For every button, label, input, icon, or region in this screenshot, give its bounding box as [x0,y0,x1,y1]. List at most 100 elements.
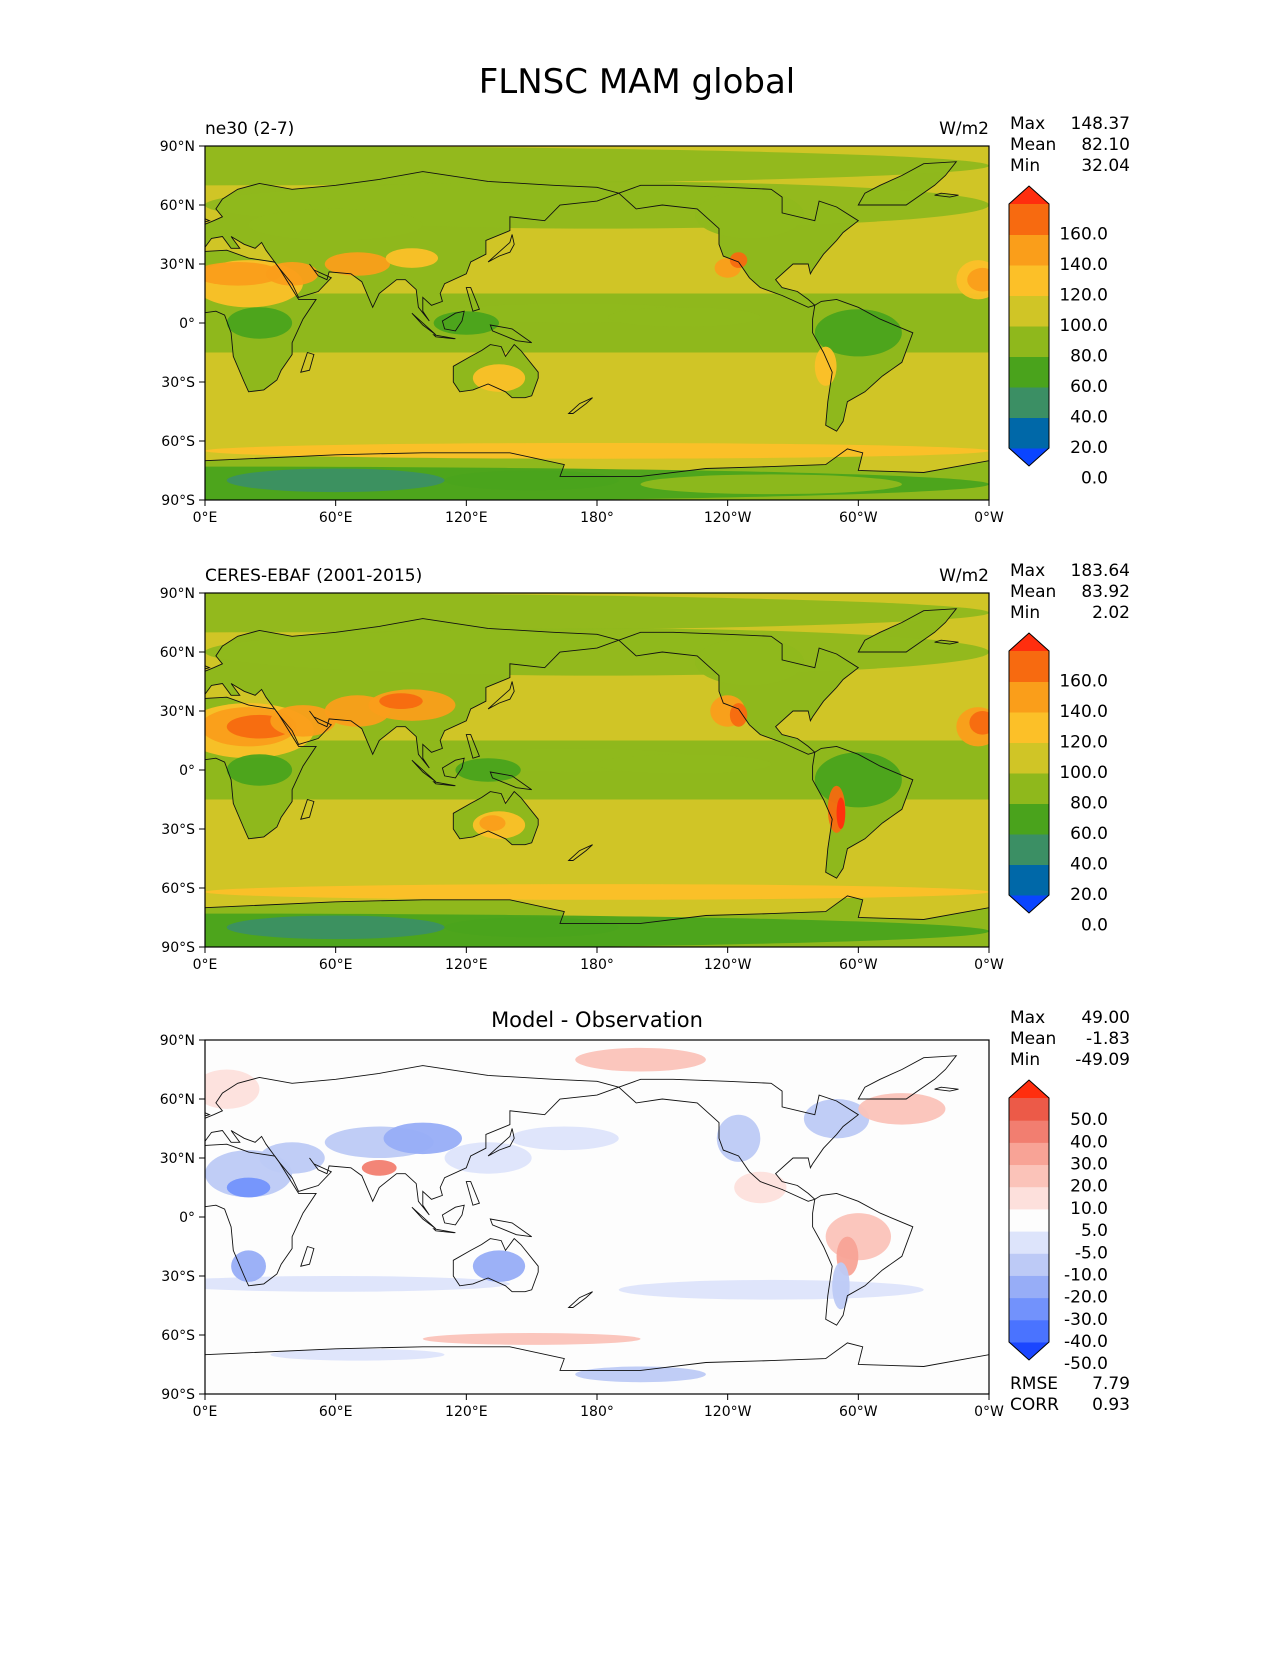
y-tick-label: 30°S [161,1269,195,1285]
map-panel-3: 90°N 60°N 30°N 0° 30°S 60°S 90°S0°E 60°E 120°E 18… [160,1008,1130,1420]
coastline [489,324,532,344]
continent-fill [618,185,859,308]
stat-value: 82.10 [1081,135,1130,155]
y-tick-label: 60°N [160,198,195,214]
x-tick-label: 180° [580,1404,614,1420]
coastline [465,287,481,312]
colorbar-label: 40.0 [1070,855,1108,875]
units-label: W/m2 [939,119,989,139]
contour-region [383,1122,462,1155]
contour-region [695,191,804,239]
colorbar-segment [1009,387,1049,418]
coastline [812,1192,914,1326]
contour-region [226,1177,271,1198]
colorbar-segment [1009,712,1049,743]
colorbar-label: -30.0 [1064,1310,1108,1330]
x-tick-label: 120°W [704,510,752,526]
contour-region [226,307,293,339]
y-tick-label: 30°N [160,704,195,720]
y-tick-label: 0° [179,763,195,779]
x-tick-label: 120°W [704,957,752,973]
x-tick-label: 0°E [193,1404,218,1420]
colorbar-segment [1009,1231,1049,1254]
contour-region [433,311,500,335]
colorbar-label: 120.0 [1059,733,1108,753]
panel-title: ne30 (2-7) [205,119,294,139]
stat-label: Max [1010,114,1045,134]
colorbar-outline [1008,632,1050,914]
colorbar-label: 20.0 [1070,438,1108,458]
stat-label: Mean [1010,1029,1056,1049]
coastline [432,1228,456,1234]
coastline [489,1218,532,1238]
y-tick-label: 90°N [160,586,195,602]
contour-region [836,797,846,829]
map-plot-area [205,146,989,500]
contour-region [270,1348,445,1361]
coastline [205,665,211,670]
y-tick-label: 0° [179,316,195,332]
colorbar-segment [1009,651,1049,682]
map-plot-area [205,593,989,947]
colorbar-label: -10.0 [1064,1265,1108,1285]
contour-region [259,1142,325,1174]
colorbar-segment [1009,295,1049,327]
x-tick-label: 180° [580,957,614,973]
coastline [205,448,989,500]
y-tick-label: 90°S [161,493,195,509]
stat-label: Min [1010,156,1040,176]
coastline [452,790,539,846]
contour-region [479,815,506,831]
colorbar-outline [1008,1079,1050,1361]
colorbar-label: 0.0 [1081,916,1108,936]
y-tick-label: 60°N [160,1092,195,1108]
coastline [452,1237,539,1293]
x-tick-label: 60°W [839,1404,878,1420]
contour-region [814,346,837,386]
colorbar-label: 10.0 [1070,1199,1108,1219]
coastline [567,1291,593,1308]
contour-region [575,1047,706,1072]
contour-region [379,693,423,710]
colorbar-label: 20.0 [1070,1177,1108,1197]
colorbar-label: -40.0 [1064,1332,1108,1352]
colorbar: 50.040.0 30.020.010.05.0-5.0-10.0 -20.0-30… [1008,1079,1108,1374]
contour-region [716,1114,761,1162]
colorbar-segment [1009,1208,1049,1232]
y-tick-label: 90°S [161,1387,195,1403]
contour-region [205,884,989,900]
contour-region [695,638,804,686]
contour-region [729,252,748,268]
y-tick-label: 60°N [160,645,195,661]
colorbar-segment [1009,326,1049,357]
colorbar-label: 140.0 [1059,702,1108,722]
x-tick-label: 0°E [193,510,218,526]
metric-value: 0.93 [1092,1395,1130,1415]
colorbar-segment [1009,681,1049,713]
stat-label: Mean [1010,135,1056,155]
metric-value: 7.79 [1092,1374,1130,1394]
coastline [205,1065,621,1216]
coastline [857,608,958,653]
colorbar-segment [1009,1275,1049,1299]
y-tick-label: 90°N [160,139,195,155]
colorbar-label: 80.0 [1070,347,1108,367]
x-tick-label: 0°W [974,957,1004,973]
coastline [441,1204,465,1226]
contour-region [472,364,526,392]
coastline [205,218,211,223]
coastline [934,1086,959,1092]
x-tick-label: 0°E [193,957,218,973]
coastline [300,351,315,373]
contour-region [385,248,439,268]
colorbar-segment [1009,265,1049,296]
y-tick-label: 60°S [161,881,195,897]
x-tick-label: 120°E [445,1404,488,1420]
coastline [205,249,317,393]
coastline [205,1112,211,1117]
x-tick-label: 60°W [839,510,878,526]
colorbar-segment [1009,1186,1049,1210]
contour-region [858,1093,946,1125]
coastline [934,639,959,645]
